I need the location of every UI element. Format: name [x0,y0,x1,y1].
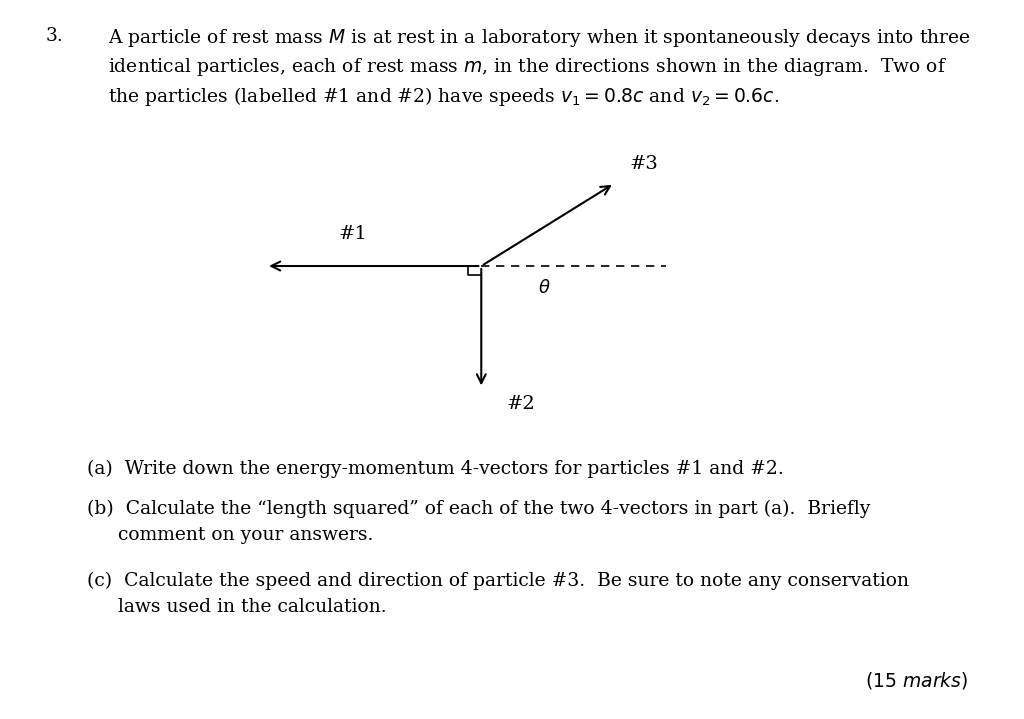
Text: (c)  Calculate the speed and direction of particle #3.  Be sure to note any cons: (c) Calculate the speed and direction of… [87,572,909,590]
Text: (b)  Calculate the “length squared” of each of the two 4-vectors in part (a).  B: (b) Calculate the “length squared” of ea… [87,500,870,518]
Text: identical particles, each of rest mass $m$, in the directions shown in the diagr: identical particles, each of rest mass $… [108,56,947,78]
Text: A particle of rest mass $M$ is at rest in a laboratory when it spontaneously dec: A particle of rest mass $M$ is at rest i… [108,27,971,50]
Text: #2: #2 [507,395,536,413]
Text: comment on your answers.: comment on your answers. [118,526,373,544]
Text: #1: #1 [339,224,368,243]
Text: $(15\ marks)$: $(15\ marks)$ [864,670,968,691]
Text: laws used in the calculation.: laws used in the calculation. [118,598,386,616]
Text: the particles (labelled #1 and #2) have speeds $v_1 = 0.8c$ and $v_2 = 0.6c$.: the particles (labelled #1 and #2) have … [108,85,779,108]
Text: (a)  Write down the energy-momentum 4-vectors for particles #1 and #2.: (a) Write down the energy-momentum 4-vec… [87,460,783,478]
Text: $\theta$: $\theta$ [538,279,550,297]
Text: 3.: 3. [46,27,63,45]
Text: #3: #3 [630,155,658,173]
